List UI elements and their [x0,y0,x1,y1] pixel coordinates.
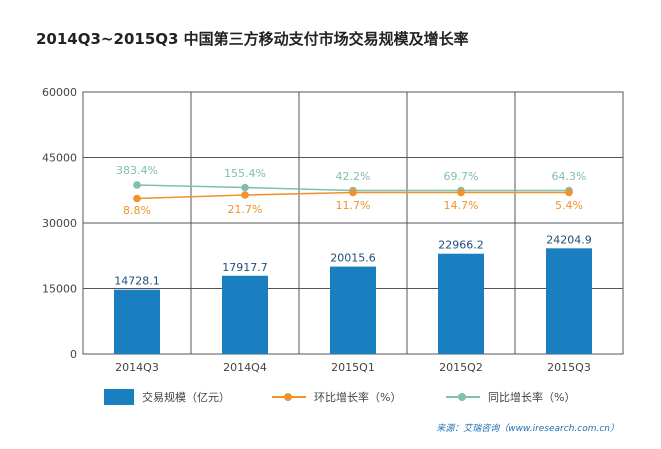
mom-point [457,188,465,197]
legend-swatch-bar [104,389,134,405]
chart-title: 2014Q3~2015Q3 中国第三方移动支付市场交易规模及增长率 [36,30,469,48]
mom-point [349,188,357,197]
source-note: 来源：艾瑞咨询（www.iresearch.com.cn） [436,424,619,434]
legend-item-bar: 交易规模（亿元） [104,388,230,406]
legend-item-mom: 环比增长率（%） [272,388,401,406]
yoy-label: 64.3% [552,170,587,183]
bar [546,248,592,354]
bar [114,289,160,354]
yoy-label: 383.4% [116,164,158,177]
mom-label: 21.7% [228,203,263,216]
yoy-label: 69.7% [444,170,479,183]
y-tick-label: 60000 [42,86,77,99]
mom-point [241,191,249,199]
legend-label-mom: 环比增长率（%） [314,391,402,404]
y-tick-label: 15000 [42,283,77,296]
yoy-point [133,181,141,189]
y-tick-label: 45000 [42,152,77,165]
mom-label: 11.7% [336,199,371,212]
x-tick-label: 2015Q3 [547,361,591,374]
legend-swatch-mom [272,391,306,403]
y-tick-label: 30000 [42,217,77,230]
yoy-point [241,183,249,192]
bar-value-label: 20015.6 [330,252,376,265]
x-tick-label: 2014Q4 [223,361,267,374]
yoy-label: 155.4% [224,167,266,180]
legend-label-bar: 交易规模（亿元） [142,391,230,404]
x-tick-label: 2014Q3 [115,361,159,374]
x-tick-label: 2015Q2 [439,361,483,374]
y-tick-label: 0 [70,348,77,361]
x-tick-label: 2015Q1 [331,361,375,374]
bar-value-label: 22966.2 [438,239,484,252]
mom-label: 5.4% [555,199,583,212]
yoy-label: 42.2% [336,170,371,183]
mom-point [133,194,141,203]
bar [222,275,268,354]
mom-point [565,188,573,197]
legend-label-yoy: 同比增长率（%） [488,391,576,404]
mom-label: 8.8% [123,204,151,217]
bar [438,253,484,354]
bar-value-label: 17917.7 [222,261,268,274]
legend-swatch-yoy [446,391,480,403]
legend-item-yoy: 同比增长率（%） [446,388,575,406]
mom-label: 14.7% [444,199,479,212]
bar-value-label: 14728.1 [114,275,160,288]
bar-value-label: 24204.9 [546,233,592,246]
bar [330,266,376,354]
